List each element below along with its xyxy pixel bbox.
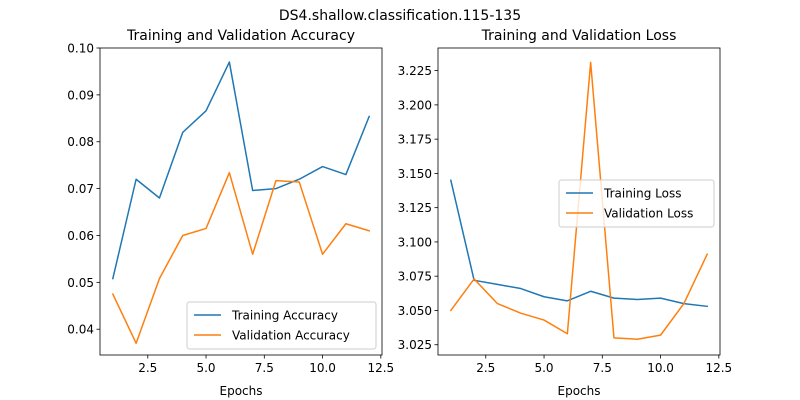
accuracy-legend-label-0: Training Accuracy	[231, 309, 338, 323]
accuracy-legend-label-1: Validation Accuracy	[232, 329, 350, 343]
accuracy-y-tick-label: 0.08	[67, 135, 94, 149]
loss-y-tick-label: 3.125	[398, 201, 432, 215]
loss-x-axis-label: Epochs	[558, 384, 601, 398]
loss-y-tick-label: 3.100	[398, 235, 432, 249]
loss-chart-title: Training and Validation Loss	[481, 28, 677, 44]
loss-y-tick-label: 3.075	[398, 270, 432, 284]
loss-legend-label-0: Training Loss	[603, 187, 681, 201]
accuracy-legend: Training Accuracy Validation Accuracy	[186, 301, 377, 350]
accuracy-chart: Training and Validation Accuracy Epochs …	[67, 28, 394, 398]
loss-y-tick-label: 3.225	[398, 64, 432, 78]
loss-y-tick-label: 3.200	[398, 98, 432, 112]
accuracy-y-tick-label: 0.07	[67, 182, 94, 196]
loss-legend-box	[558, 179, 715, 228]
accuracy-x-tick-label: 2.5	[138, 361, 157, 375]
loss-x-tick-label: 10.0	[647, 361, 674, 375]
accuracy-x-tick-label: 7.5	[255, 361, 274, 375]
accuracy-y-tick-label: 0.10	[67, 42, 94, 56]
loss-y-tick-label: 3.150	[398, 167, 432, 181]
loss-legend: Training Loss Validation Loss	[558, 179, 715, 228]
accuracy-y-tick-label: 0.09	[67, 88, 94, 102]
accuracy-plot-frame	[99, 47, 383, 356]
loss-legend-label-1: Validation Loss	[604, 207, 693, 221]
accuracy-x-tick-label: 12.5	[367, 361, 394, 375]
loss-y-tick-label: 3.050	[398, 304, 432, 318]
accuracy-legend-box	[186, 301, 377, 350]
accuracy-x-tick-label: 5.0	[196, 361, 215, 375]
accuracy-chart-title: Training and Validation Accuracy	[126, 28, 355, 44]
loss-plot-frame	[437, 47, 721, 356]
loss-x-tick-label: 12.5	[705, 361, 732, 375]
accuracy-series-line-0	[111, 61, 371, 280]
loss-y-tick-label: 3.025	[398, 338, 432, 352]
loss-x-tick-label: 7.5	[593, 361, 612, 375]
accuracy-y-tick-label: 0.06	[67, 229, 94, 243]
figure-suptitle: DS4.shallow.classification.115-135	[279, 8, 521, 24]
accuracy-x-axis-label: Epochs	[220, 384, 263, 398]
loss-x-tick-label: 5.0	[534, 361, 553, 375]
accuracy-y-tick-label: 0.05	[67, 276, 94, 290]
accuracy-series-line-1	[111, 171, 371, 345]
accuracy-x-tick-label: 10.0	[309, 361, 336, 375]
loss-x-tick-label: 2.5	[476, 361, 495, 375]
accuracy-y-tick-label: 0.04	[67, 323, 94, 337]
loss-y-tick-label: 3.175	[398, 133, 432, 147]
loss-chart: Training and Validation Loss Epochs 2.5 5…	[398, 28, 733, 398]
loss-series-line-0	[449, 179, 709, 308]
